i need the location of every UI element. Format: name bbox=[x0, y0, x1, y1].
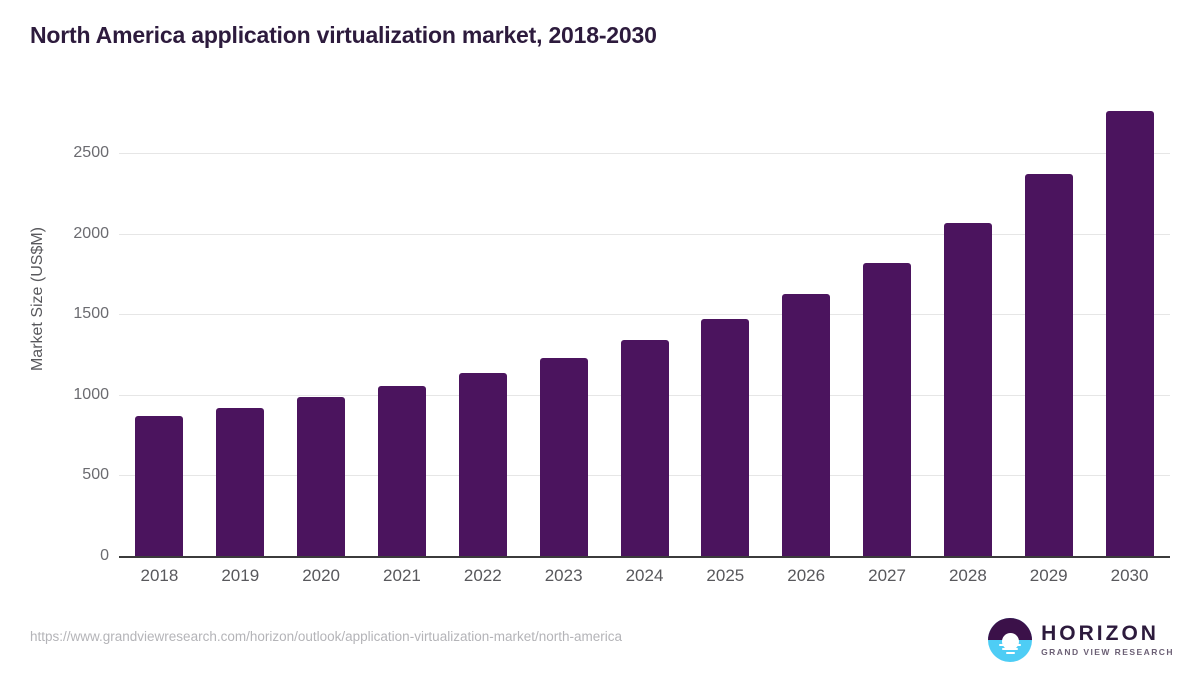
x-tick-label-2026: 2026 bbox=[787, 566, 826, 585]
bar-2024[interactable] bbox=[620, 339, 669, 556]
x-tick-label-2018: 2018 bbox=[140, 566, 179, 585]
bar-2030[interactable] bbox=[1105, 111, 1154, 556]
gridline bbox=[119, 314, 1170, 316]
x-tick-label-2024: 2024 bbox=[625, 566, 664, 585]
x-tick-label-2020: 2020 bbox=[302, 566, 341, 585]
bar-2025[interactable] bbox=[701, 319, 750, 556]
bar-2022[interactable] bbox=[458, 373, 507, 556]
bar-2018[interactable] bbox=[135, 416, 184, 556]
bar-2021[interactable] bbox=[377, 385, 426, 556]
x-tick-label-2019: 2019 bbox=[221, 566, 260, 585]
logo-ray-1 bbox=[999, 643, 1022, 646]
x-tick-label-2022: 2022 bbox=[463, 566, 502, 585]
x-tick-label-2021: 2021 bbox=[383, 566, 421, 585]
y-tick-label: 2500 bbox=[73, 144, 109, 161]
y-tick-label: 2000 bbox=[73, 224, 109, 242]
bar-2023[interactable] bbox=[539, 358, 588, 556]
gridline bbox=[119, 153, 1170, 154]
horizon-logo: HORIZON GRAND VIEW RESEARCH bbox=[988, 618, 1174, 662]
logo-top-half bbox=[988, 618, 1033, 640]
bar-2028[interactable] bbox=[943, 223, 992, 556]
bar-2020[interactable] bbox=[297, 396, 346, 556]
bar-2029[interactable] bbox=[1024, 173, 1073, 556]
logo-tagline: GRAND VIEW RESEARCH bbox=[1041, 647, 1174, 658]
logo-ray-2 bbox=[1002, 647, 1019, 650]
y-tick-label: 1500 bbox=[73, 305, 109, 323]
x-axis-line bbox=[119, 556, 1170, 558]
gridline bbox=[119, 233, 1170, 235]
y-tick-label: 0 bbox=[100, 547, 109, 564]
bar-2026[interactable] bbox=[782, 294, 831, 556]
logo-text: HORIZON GRAND VIEW RESEARCH bbox=[1041, 623, 1174, 657]
logo-ray-3 bbox=[1005, 651, 1015, 654]
source-url[interactable]: https://www.grandviewresearch.com/horizo… bbox=[30, 629, 623, 644]
x-tick-label-2028: 2028 bbox=[948, 566, 987, 585]
horizon-logo-icon bbox=[988, 618, 1033, 662]
y-tick-label: 500 bbox=[82, 466, 109, 484]
page-title: North America application virtualization… bbox=[30, 22, 657, 48]
y-tick-label: 1000 bbox=[73, 385, 109, 403]
bar-2027[interactable] bbox=[863, 262, 912, 556]
x-tick-label-2029: 2029 bbox=[1029, 566, 1068, 585]
logo-name: HORIZON bbox=[1041, 622, 1159, 646]
bar-2019[interactable] bbox=[216, 408, 265, 556]
x-tick-label-2023: 2023 bbox=[544, 566, 583, 585]
x-tick-label-2030: 2030 bbox=[1110, 566, 1149, 585]
x-tick-label-2025: 2025 bbox=[706, 566, 745, 585]
x-tick-label-2027: 2027 bbox=[868, 566, 906, 585]
